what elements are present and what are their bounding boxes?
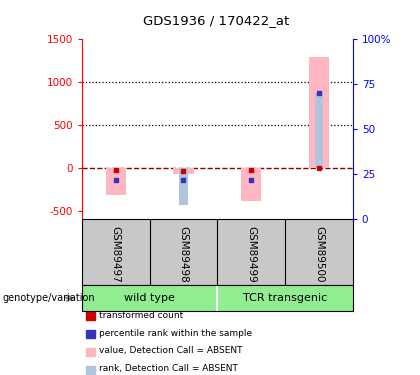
Text: GSM89497: GSM89497 xyxy=(111,226,121,283)
Text: GSM89500: GSM89500 xyxy=(314,226,324,282)
Text: transformed count: transformed count xyxy=(99,310,183,320)
Bar xyxy=(105,168,126,195)
Text: GSM89499: GSM89499 xyxy=(246,226,256,283)
Bar xyxy=(173,168,194,174)
Text: GSM89498: GSM89498 xyxy=(178,226,189,283)
Text: percentile rank within the sample: percentile rank within the sample xyxy=(99,328,252,338)
Text: GDS1936 / 170422_at: GDS1936 / 170422_at xyxy=(143,14,289,27)
Bar xyxy=(179,168,188,205)
Text: wild type: wild type xyxy=(124,293,175,303)
Text: genotype/variation: genotype/variation xyxy=(2,293,95,303)
Bar xyxy=(309,57,329,168)
Text: TCR transgenic: TCR transgenic xyxy=(243,293,327,303)
Text: rank, Detection Call = ABSENT: rank, Detection Call = ABSENT xyxy=(99,364,238,374)
Text: value, Detection Call = ABSENT: value, Detection Call = ABSENT xyxy=(99,346,242,355)
Bar xyxy=(315,93,323,168)
Bar xyxy=(241,168,261,201)
